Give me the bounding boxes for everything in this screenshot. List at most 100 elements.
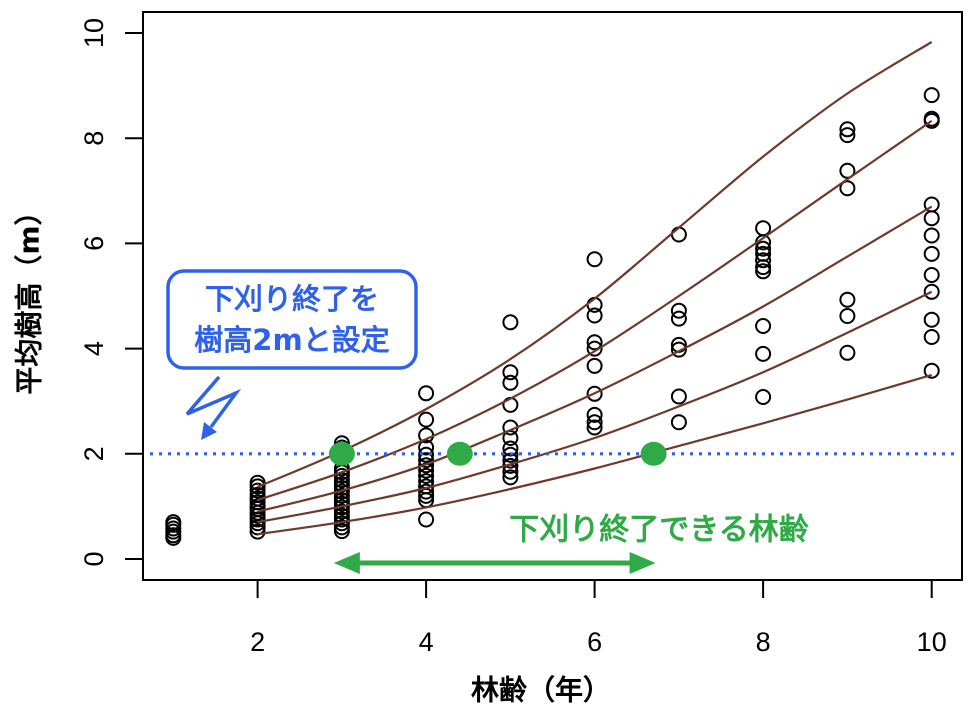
callout-pointer — [185, 375, 242, 429]
data-point — [586, 419, 603, 436]
data-point — [923, 210, 940, 227]
growth-curves — [257, 41, 933, 536]
data-point — [586, 414, 603, 431]
y-tick-label: 8 — [79, 131, 109, 146]
data-point — [923, 112, 940, 129]
range-label: 下刈り終了できる林齢 — [509, 513, 808, 548]
data-point — [418, 457, 435, 474]
callout-pointer-arrowhead — [201, 422, 217, 440]
callout-line-2: 樹高2mと設定 — [194, 323, 389, 357]
data-point — [923, 283, 940, 300]
data-point — [670, 310, 687, 327]
data-point — [249, 482, 266, 499]
x-tick-label: 10 — [917, 627, 947, 657]
x-tick-label: 6 — [587, 627, 602, 657]
data-point — [502, 374, 519, 391]
crossing-marker — [446, 441, 473, 466]
y-tick-label: 4 — [79, 341, 109, 356]
growth-curve-1 — [257, 41, 933, 488]
data-point — [670, 388, 687, 405]
callout-box — [166, 269, 418, 370]
data-point — [839, 127, 856, 144]
y-tick-label: 6 — [79, 236, 109, 251]
data-point — [670, 341, 687, 358]
data-point — [923, 311, 940, 328]
callout-line-1: 下刈り終了を — [205, 282, 379, 316]
data-point — [923, 329, 940, 345]
data-point — [755, 259, 772, 276]
y-axis-label: 平均樹高（m） — [13, 197, 46, 394]
range-arrow — [333, 552, 656, 574]
axes: 2 4 6 8 10 0 2 4 6 8 10 — [79, 18, 947, 657]
data-point — [502, 364, 519, 381]
data-point — [755, 318, 772, 334]
data-point — [586, 251, 603, 268]
data-point — [333, 467, 350, 484]
data-point — [923, 87, 940, 104]
data-point — [418, 483, 435, 500]
plot-frame — [142, 11, 963, 581]
data-point — [418, 511, 435, 528]
data-point — [586, 357, 603, 374]
threshold-callout: 下刈り終了を 樹高2mと設定 — [166, 269, 418, 440]
data-point — [586, 307, 603, 324]
y-tick-label: 2 — [79, 446, 109, 461]
data-point — [586, 385, 603, 402]
data-point — [670, 302, 687, 319]
data-point — [755, 389, 772, 405]
data-point — [165, 529, 182, 546]
data-point — [755, 263, 772, 280]
data-point — [418, 439, 435, 456]
data-point — [586, 334, 603, 351]
range-arrow-right-head — [629, 552, 656, 574]
data-point — [249, 515, 266, 532]
data-point — [418, 467, 435, 484]
data-point — [839, 344, 856, 361]
data-point — [839, 308, 856, 324]
data-point — [923, 227, 940, 244]
data-point — [670, 414, 687, 431]
range-arrow-left-head — [333, 552, 360, 574]
data-point — [418, 385, 435, 402]
data-point — [502, 314, 519, 331]
growth-curve-5 — [257, 373, 933, 536]
data-point — [923, 362, 940, 379]
data-point — [502, 440, 519, 457]
crossing-marker — [640, 441, 667, 466]
growth-curve-4 — [257, 290, 933, 524]
x-tick-label: 4 — [419, 627, 434, 657]
data-point — [586, 340, 603, 357]
y-tick-label: 10 — [79, 18, 109, 48]
data-point — [502, 469, 519, 486]
data-point — [839, 162, 856, 179]
observation-points — [165, 87, 940, 546]
data-point — [249, 478, 266, 495]
data-point — [923, 267, 940, 283]
data-point — [839, 180, 856, 197]
data-point — [249, 519, 266, 536]
data-point — [418, 411, 435, 428]
data-point — [418, 452, 435, 469]
data-point — [839, 291, 856, 308]
growth-curve-2 — [257, 119, 933, 502]
crossing-marker — [328, 441, 355, 466]
data-point — [333, 487, 350, 504]
data-point — [755, 252, 772, 269]
data-point — [839, 121, 856, 138]
growth-curve-3 — [257, 205, 933, 513]
x-axis-label: 林齢（年） — [471, 674, 611, 707]
data-point — [418, 446, 435, 463]
data-point — [249, 523, 266, 540]
x-tick-label: 8 — [756, 627, 771, 657]
data-point — [333, 503, 350, 520]
data-point — [333, 523, 350, 540]
data-point — [586, 406, 603, 423]
crossing-markers — [328, 441, 667, 466]
data-point — [755, 240, 772, 257]
x-tick-label: 2 — [250, 627, 265, 657]
data-point — [923, 245, 940, 262]
data-point — [755, 345, 772, 362]
